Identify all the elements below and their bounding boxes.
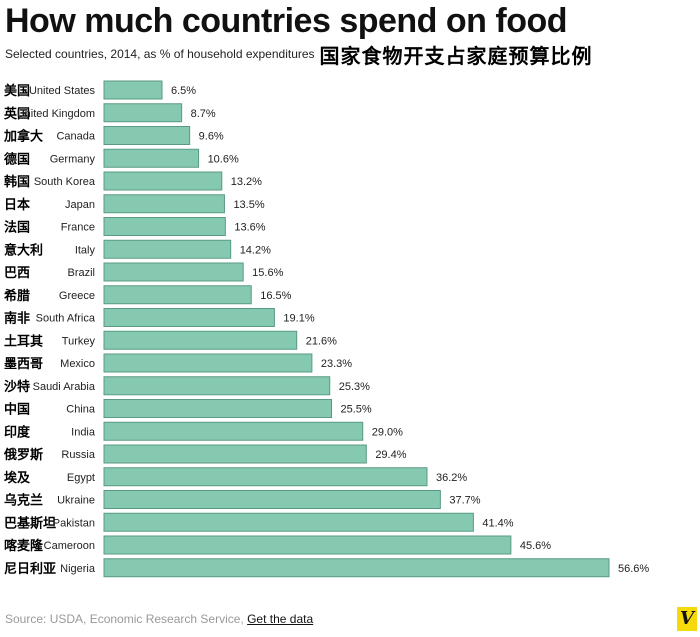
bar [103,171,223,191]
bar [103,467,428,487]
data-label: 37.7% [449,495,480,507]
category-label: Japan [65,199,95,211]
data-label: 15.6% [252,267,283,279]
category-label-chinese: 乌克兰 [4,493,43,509]
category-label-chinese: 巴西 [4,266,30,281]
category-label-chinese: 墨西哥 [4,356,43,372]
data-label: 13.6% [234,222,265,234]
data-label: 13.5% [233,199,264,211]
source-text: Source: USDA, Economic Research Service, [5,612,248,626]
data-label: 41.4% [482,517,513,529]
chart-subtitle: Selected countries, 2014, as % of househ… [5,47,315,61]
chart-title: How much countries spend on food [5,2,568,40]
bar [103,262,244,282]
category-label: Canada [56,131,95,143]
data-label: 23.3% [321,358,352,370]
category-label: Cameroon [44,540,95,552]
category-label-chinese: 尼日利亚 [4,561,56,577]
data-label: 25.5% [341,404,372,416]
vox-logo-icon: V [677,607,697,631]
category-label-chinese: 法国 [4,220,30,236]
category-label-chinese: 南非 [4,311,30,327]
category-label-chinese: 韩国 [4,174,30,190]
data-label: 14.2% [240,244,271,256]
bar [103,353,313,373]
bar [103,444,367,464]
data-label: 13.2% [231,176,262,188]
category-label: Saudi Arabia [33,381,96,393]
data-label: 36.2% [436,472,467,484]
category-label-chinese: 巴基斯坦 [4,515,56,531]
category-label: Turkey [62,335,96,347]
chart-subtitle-chinese: 国家食物开支占家庭预算比例 [319,43,593,68]
data-label: 56.6% [618,563,649,575]
category-label: Nigeria [60,563,96,575]
bar [103,126,191,145]
category-label-chinese: 日本 [4,197,30,213]
category-label: India [71,426,96,438]
category-label: Germany [50,153,96,165]
category-label-chinese: 俄罗斯 [3,447,43,463]
data-label: 25.3% [339,381,370,393]
bar [103,148,200,168]
bar [103,80,163,100]
category-label: Russia [61,449,96,461]
bar [103,239,232,259]
category-label: China [66,404,96,416]
category-label: Ukraine [57,495,95,507]
data-label: 21.6% [306,335,337,347]
category-label: Brazil [67,267,95,279]
category-label-chinese: 沙特 [4,379,30,395]
bar [103,558,610,578]
category-label-chinese: 意大利 [4,242,43,258]
bar [103,535,512,555]
category-label-chinese: 土耳其 [4,333,43,349]
category-label: South Korea [34,176,96,188]
category-label: Egypt [67,472,95,484]
bar [103,490,441,509]
bar [103,308,275,327]
category-label-chinese: 埃及 [4,470,31,486]
category-label-chinese: 中国 [4,402,30,418]
category-label: Italy [75,244,96,256]
category-label: United Kingdom [17,108,95,120]
category-label-chinese: 美国 [4,83,30,99]
category-label: South Africa [36,313,96,325]
data-label: 10.6% [208,153,239,165]
bar [103,103,183,123]
bar [103,217,226,236]
category-label-chinese: 印度 [4,424,31,440]
data-label: 29.0% [372,426,403,438]
data-label: 8.7% [191,108,216,120]
data-label: 6.5% [171,85,196,97]
source-line: Source: USDA, Economic Research Service,… [5,612,313,626]
category-label: United States [29,85,96,97]
bar [103,376,331,396]
bar [103,285,252,305]
category-label: Pakistan [53,517,95,529]
bar [103,330,298,350]
data-label: 45.6% [520,540,551,552]
data-label: 16.5% [260,290,291,302]
category-label-chinese: 希腊 [4,288,30,304]
data-label: 19.1% [283,313,314,325]
category-label-chinese: 加拿大 [3,129,43,145]
get-the-data-link[interactable]: Get the data [247,612,314,626]
subtitle-row: Selected countries, 2014, as % of househ… [5,40,593,68]
bar [103,194,225,214]
category-label: Greece [59,290,95,302]
bar [103,421,364,441]
category-label: Mexico [60,358,95,370]
category-label-chinese: 德国 [4,151,30,167]
data-label: 9.6% [199,131,224,143]
category-label-chinese: 喀麦隆 [4,538,44,554]
bar [103,399,333,418]
bar [103,512,474,532]
category-label: France [61,222,95,234]
category-label-chinese: 英国 [3,106,30,122]
data-label: 29.4% [375,449,406,461]
